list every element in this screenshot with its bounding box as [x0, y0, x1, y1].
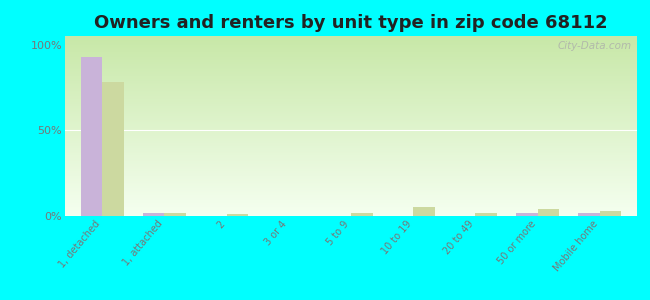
- Title: Owners and renters by unit type in zip code 68112: Owners and renters by unit type in zip c…: [94, 14, 608, 32]
- Bar: [351, 213, 372, 216]
- Bar: [227, 214, 248, 216]
- Bar: [475, 213, 497, 216]
- Bar: [102, 82, 124, 216]
- Bar: [578, 213, 600, 216]
- Bar: [143, 213, 164, 216]
- Text: City-Data.com: City-Data.com: [557, 41, 631, 51]
- Bar: [538, 209, 559, 216]
- Bar: [81, 57, 102, 216]
- Bar: [515, 213, 538, 216]
- Bar: [413, 207, 435, 216]
- Bar: [164, 213, 187, 216]
- Bar: [600, 211, 621, 216]
